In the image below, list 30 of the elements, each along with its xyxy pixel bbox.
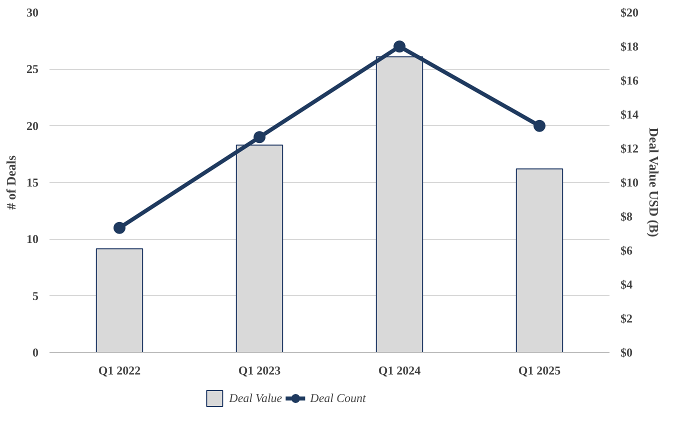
y2-tick-label: $20 (620, 6, 638, 20)
x-tick-label: Q1 2023 (238, 364, 281, 378)
y-axis-title: # of Deals (4, 155, 18, 210)
y-tick-label: 15 (26, 176, 38, 190)
y2-tick-label: $6 (620, 244, 632, 258)
y-tick-label: 25 (26, 62, 38, 76)
y2-tick-label: $4 (620, 278, 632, 292)
y2-tick-label: $8 (620, 210, 632, 224)
y2-tick-label: $16 (620, 74, 638, 88)
point (114, 222, 126, 234)
x-tick-label: Q1 2025 (518, 364, 561, 378)
y-tick-label: 0 (32, 346, 38, 360)
y2-tick-label: $14 (620, 108, 638, 122)
y2-tick-label: $18 (620, 40, 638, 54)
x-tick-label: Q1 2024 (378, 364, 421, 378)
x-tick-label: Q1 2022 (98, 364, 141, 378)
point (394, 40, 406, 52)
y2-tick-label: $12 (620, 142, 638, 156)
legend-label: Deal Value (229, 390, 282, 406)
y-tick-label: 5 (32, 288, 38, 303)
point (534, 120, 546, 132)
y2-tick-label: $2 (620, 312, 632, 326)
y2-axis-title: Deal Value USD (B) (646, 128, 662, 238)
legend-label: Deal Count (310, 390, 366, 406)
point (254, 131, 266, 144)
y-tick-label: 10 (26, 232, 38, 246)
y2-tick-label: $10 (620, 176, 638, 190)
y-tick-label: 20 (26, 118, 38, 133)
y2-tick-label: $0 (620, 346, 632, 360)
y-tick-label: 30 (26, 6, 38, 20)
